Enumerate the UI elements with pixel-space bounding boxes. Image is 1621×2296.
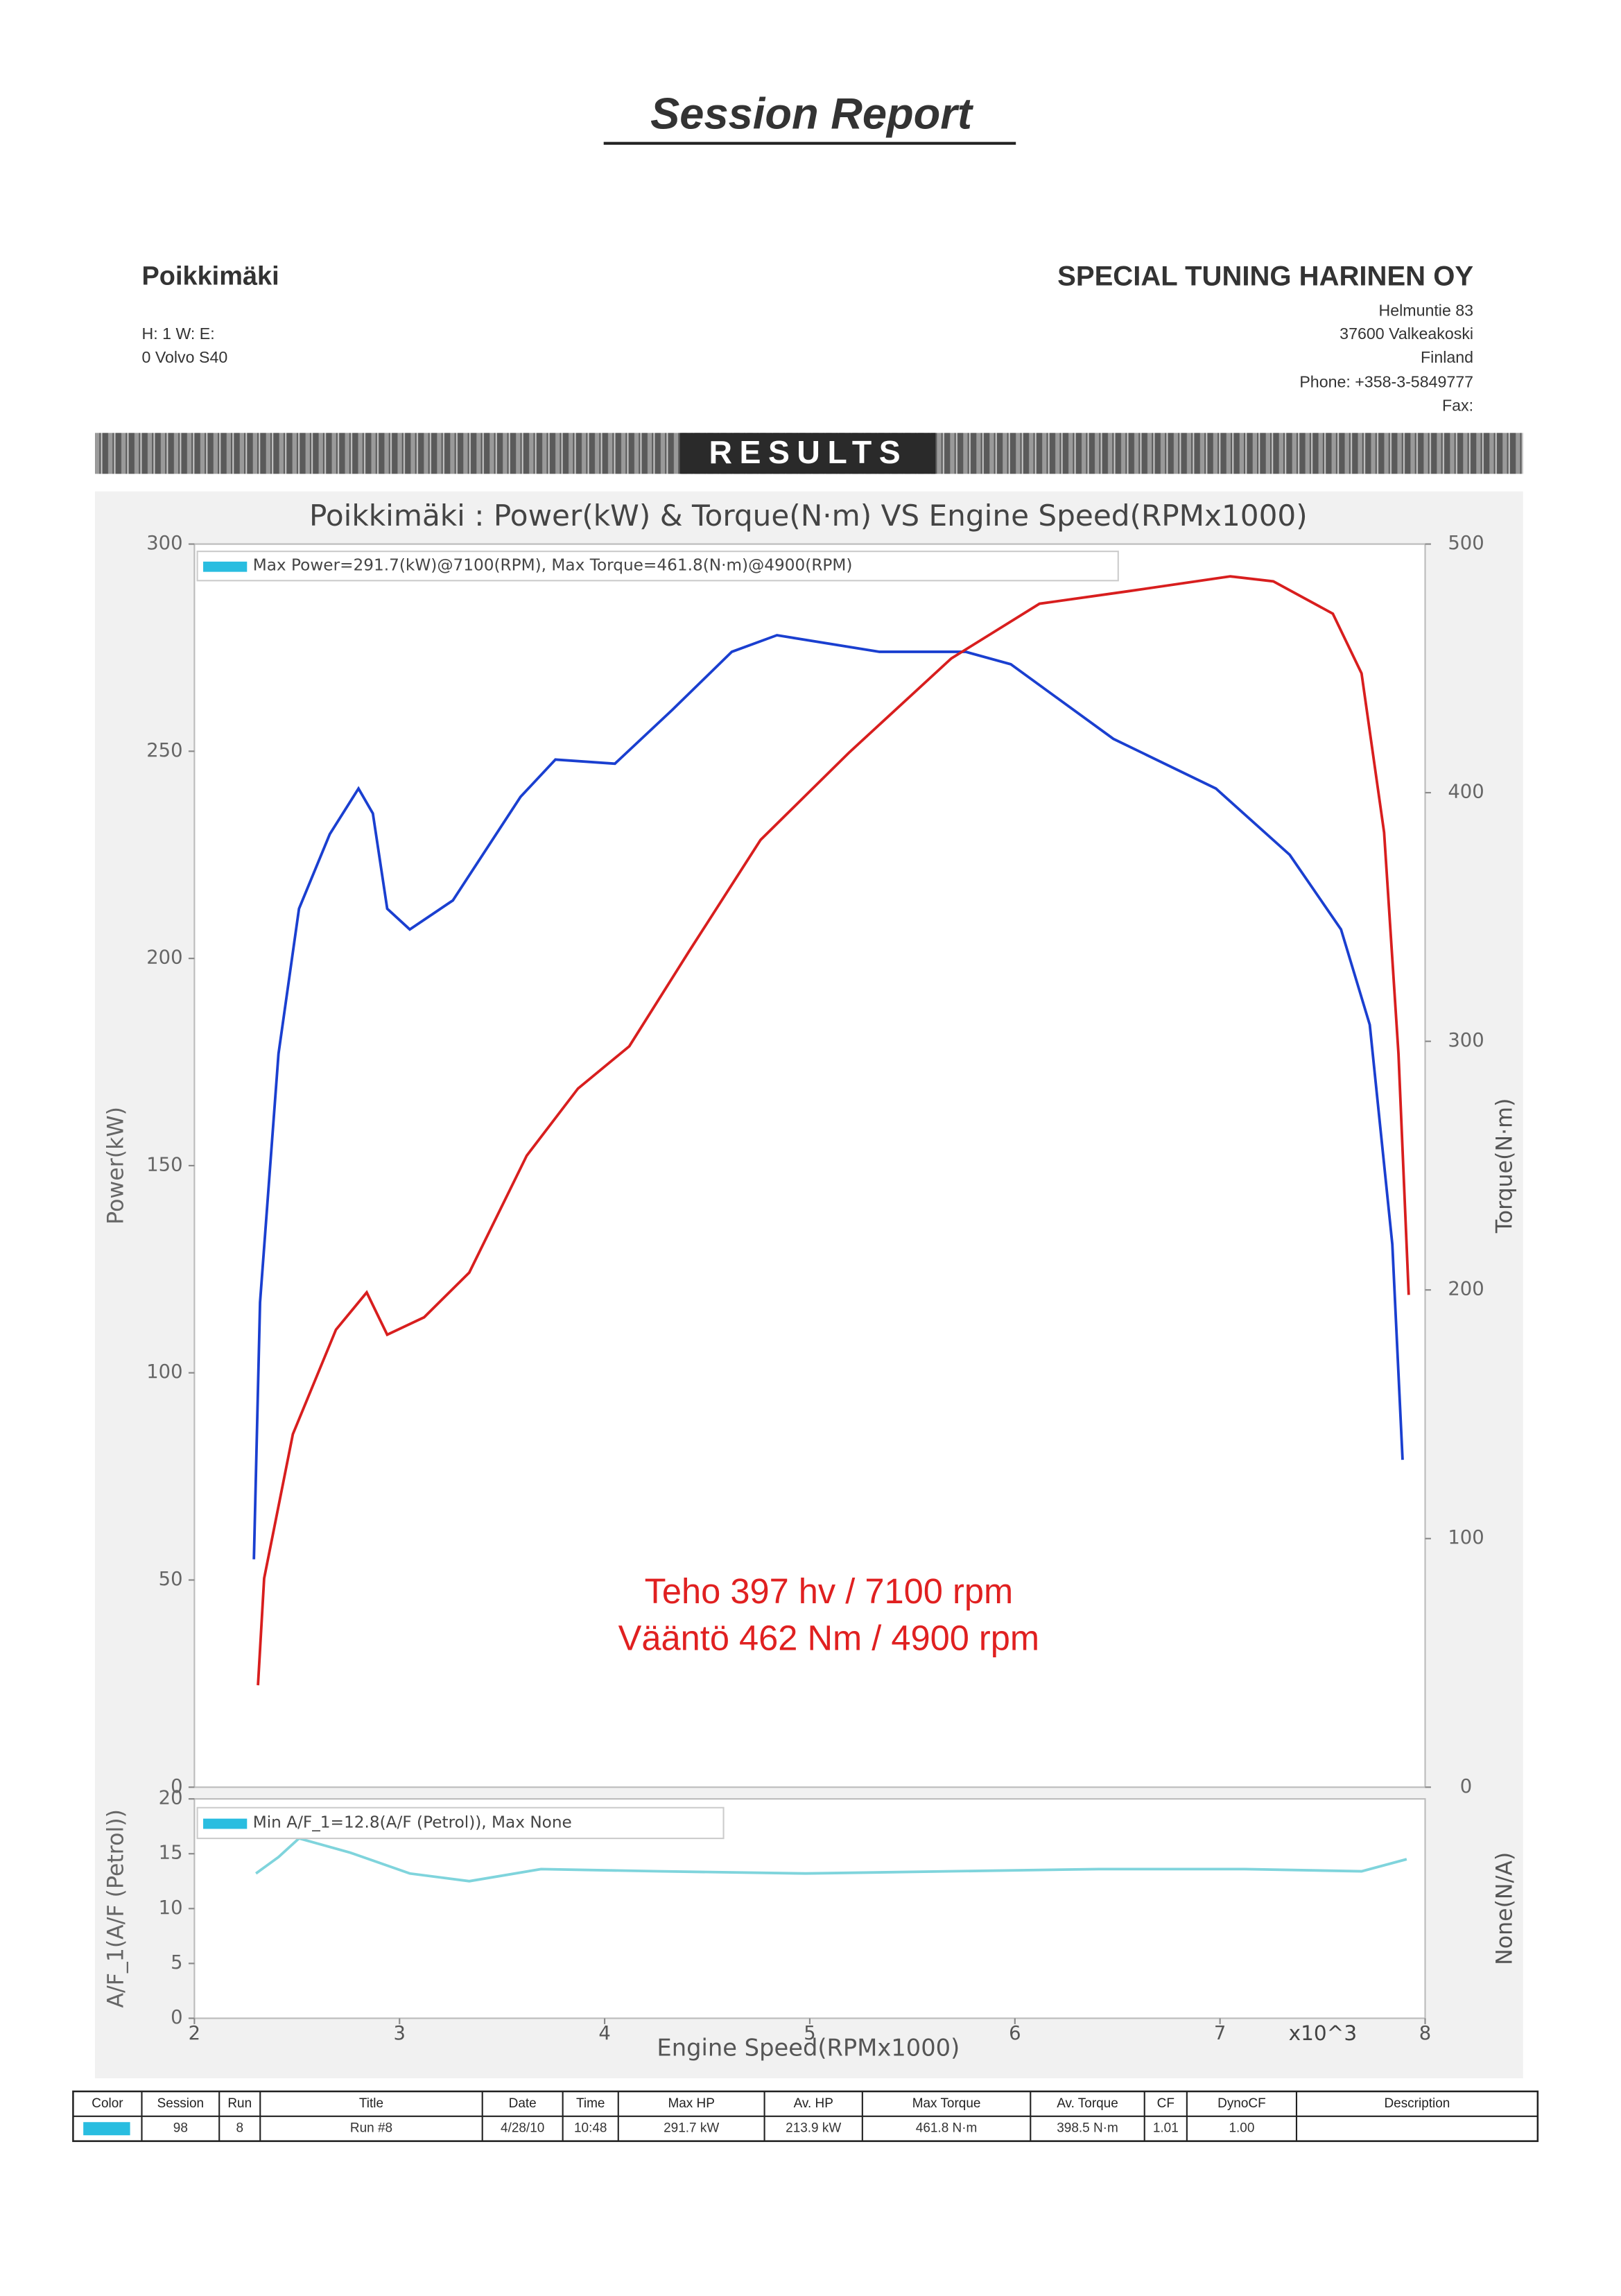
- table-cell: 1.00: [1229, 2121, 1254, 2136]
- table-header: Av. HP: [794, 2096, 833, 2111]
- table-header: Session: [157, 2096, 204, 2111]
- legend-text: Max Power=291.7(kW)@7100(RPM), Max Torqu…: [253, 556, 853, 575]
- legend-swatch: [203, 1818, 248, 1829]
- y-tick-label: 150: [146, 1154, 182, 1175]
- y2-tick-label: 0: [1460, 1776, 1472, 1797]
- y2-tick-label: 200: [1448, 1279, 1484, 1300]
- company-address: Helmuntie 83: [1378, 301, 1473, 319]
- y-tick-label: 0: [171, 2007, 182, 2028]
- table-header: DynoCF: [1217, 2096, 1266, 2111]
- x-tick-label: 2: [189, 2023, 200, 2044]
- results-table: Color Session Run Title Date Time Max HP Av. HP…: [72, 2090, 1539, 2142]
- x-axis-label: Engine Speed(RPMx1000): [657, 2034, 960, 2061]
- annotation: Vääntö 462 Nm / 4900 rpm: [618, 1619, 1039, 1658]
- series-line: [257, 575, 1410, 1686]
- y-tick-label: 20: [159, 1788, 183, 1809]
- table-header: CF: [1157, 2096, 1174, 2111]
- y-tick-label: 0: [171, 1776, 182, 1797]
- x-axis-unit: x10^3: [1289, 2021, 1358, 2045]
- x-tick-label: 3: [394, 2023, 406, 2044]
- table-cell: 4/28/10: [501, 2121, 544, 2136]
- y2-tick-label: 300: [1448, 1030, 1484, 1051]
- table-cell: 213.9 kW: [786, 2121, 841, 2136]
- y2-axis-label: Torque(N·m): [1492, 1098, 1517, 1234]
- company-address: Finland: [1421, 348, 1473, 366]
- legend-box: [196, 1806, 725, 1840]
- series-line: [255, 1836, 1407, 1883]
- y-tick-label: 250: [146, 740, 182, 761]
- y-tick-label: 200: [146, 947, 182, 969]
- table-cell: 1.01: [1153, 2121, 1179, 2136]
- y-axis-label: Power(kW): [104, 1107, 129, 1225]
- table-header: Max HP: [668, 2096, 714, 2111]
- y2-tick-label: 100: [1448, 1527, 1484, 1548]
- y2-axis-label: None(N/A): [1492, 1852, 1517, 1965]
- y-tick-label: 50: [159, 1569, 183, 1590]
- company-address: 37600 Valkeakoski: [1340, 325, 1473, 343]
- company-address: Fax:: [1442, 396, 1473, 414]
- legend-text: Min A/F_1=12.8(A/F (Petrol)), Max None: [253, 1813, 572, 1831]
- y-tick-label: 10: [159, 1897, 183, 1919]
- y-tick-label: 300: [146, 533, 182, 554]
- table-cell: 8: [236, 2121, 243, 2136]
- annotation: Teho 397 hv / 7100 rpm: [645, 1571, 1013, 1611]
- x-tick-label: 5: [804, 2023, 815, 2044]
- x-tick-label: 6: [1009, 2023, 1021, 2044]
- y2-tick-label: 400: [1448, 782, 1484, 803]
- customer-line: H: 1 W: E:: [141, 325, 214, 343]
- legend-swatch: [203, 561, 248, 572]
- x-tick-label: 8: [1419, 2023, 1431, 2044]
- y-tick-label: 5: [171, 1952, 182, 1974]
- color-swatch: [83, 2122, 130, 2136]
- table-header: Time: [576, 2096, 605, 2111]
- table-header: Max Torque: [912, 2096, 981, 2111]
- table-cell: 10:48: [574, 2121, 607, 2136]
- y-axis-label: A/F_1(A/F (Petrol)): [104, 1809, 129, 2008]
- table-cell: 398.5 N·m: [1057, 2121, 1118, 2136]
- table-cell: 98: [173, 2121, 188, 2136]
- results-label: RESULTS: [709, 434, 908, 470]
- series-line: [252, 634, 1404, 1560]
- legend-box: [196, 551, 1119, 582]
- y-tick-label: 100: [146, 1361, 182, 1383]
- x-tick-label: 4: [598, 2023, 610, 2044]
- company-address: Phone: +358-3-5849777: [1299, 373, 1473, 391]
- table-header: Title: [359, 2096, 383, 2111]
- company-name: SPECIAL TUNING HARINEN OY: [1057, 261, 1473, 291]
- table-cell: 461.8 N·m: [916, 2121, 978, 2136]
- y-tick-label: 15: [159, 1842, 183, 1864]
- report-title: Session Report: [650, 89, 974, 138]
- table-header: Run: [227, 2096, 252, 2111]
- table-header: Av. Torque: [1057, 2096, 1118, 2111]
- customer-name: Poikkimäki: [141, 262, 279, 291]
- table-cell: 291.7 kW: [664, 2121, 719, 2136]
- table-cell: Run #8: [350, 2121, 392, 2136]
- table-header: Description: [1384, 2096, 1450, 2111]
- results-label-bg: [679, 433, 936, 474]
- table-header: Date: [509, 2096, 537, 2111]
- x-tick-label: 7: [1214, 2023, 1226, 2044]
- customer-line: 0 Volvo S40: [141, 348, 227, 366]
- chart-title: Poikkimäki : Power(kW) & Torque(N·m) VS …: [309, 499, 1308, 533]
- table-header: Color: [92, 2096, 123, 2111]
- y2-tick-label: 500: [1448, 533, 1484, 554]
- plot-area: [193, 543, 1426, 1788]
